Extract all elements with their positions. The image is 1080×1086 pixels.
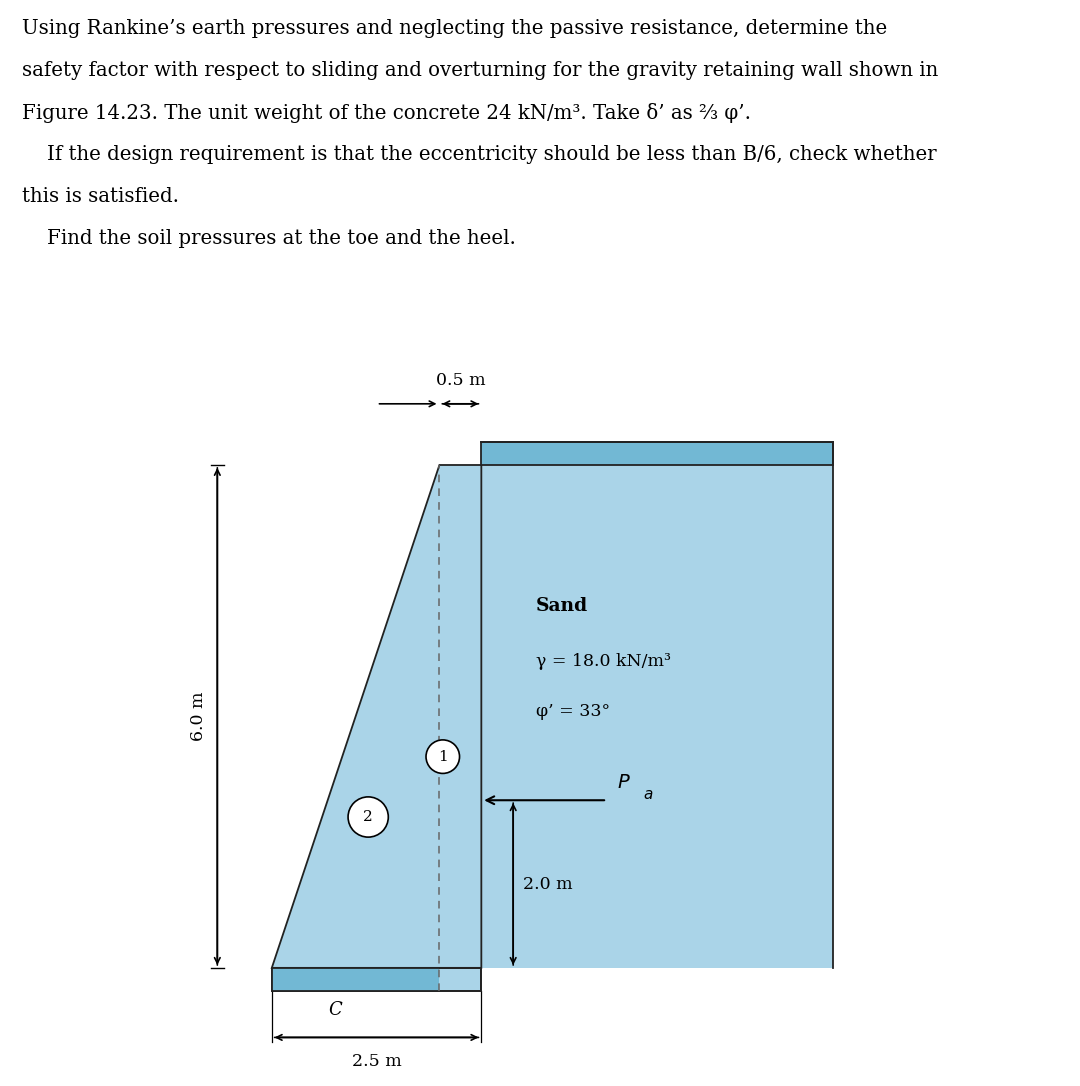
Text: 2.5 m: 2.5 m: [352, 1052, 402, 1070]
Bar: [482, 442, 834, 465]
Text: safety factor with respect to sliding and overturning for the gravity retaining : safety factor with respect to sliding an…: [22, 61, 937, 80]
Text: $P$: $P$: [617, 774, 631, 792]
Text: 0.5 m: 0.5 m: [435, 371, 485, 389]
Bar: [482, 465, 834, 968]
Circle shape: [426, 740, 460, 773]
Polygon shape: [272, 465, 482, 968]
Text: φ’ = 33°: φ’ = 33°: [536, 703, 610, 720]
Text: If the design requirement is that the eccentricity should be less than B/6, chec: If the design requirement is that the ec…: [22, 146, 936, 164]
Circle shape: [348, 797, 389, 837]
Bar: [272, 968, 440, 992]
Text: 2.0 m: 2.0 m: [523, 875, 572, 893]
Text: Using Rankine’s earth pressures and neglecting the passive resistance, determine: Using Rankine’s earth pressures and negl…: [22, 18, 887, 38]
Text: C: C: [328, 1001, 342, 1020]
Text: Figure 14.23. The unit weight of the concrete 24 kN/m³. Take δ’ as ⅔ φ’.: Figure 14.23. The unit weight of the con…: [22, 103, 751, 123]
Bar: [272, 968, 482, 992]
Bar: [272, 968, 482, 992]
Text: Sand: Sand: [536, 597, 588, 615]
Text: $a$: $a$: [643, 788, 653, 801]
Text: this is satisfied.: this is satisfied.: [22, 187, 178, 206]
Text: Find the soil pressures at the toe and the heel.: Find the soil pressures at the toe and t…: [22, 229, 515, 249]
Text: 6.0 m: 6.0 m: [190, 692, 207, 741]
Text: γ = 18.0 kN/m³: γ = 18.0 kN/m³: [536, 653, 671, 670]
Text: 2: 2: [363, 810, 373, 824]
Text: 1: 1: [437, 749, 447, 763]
